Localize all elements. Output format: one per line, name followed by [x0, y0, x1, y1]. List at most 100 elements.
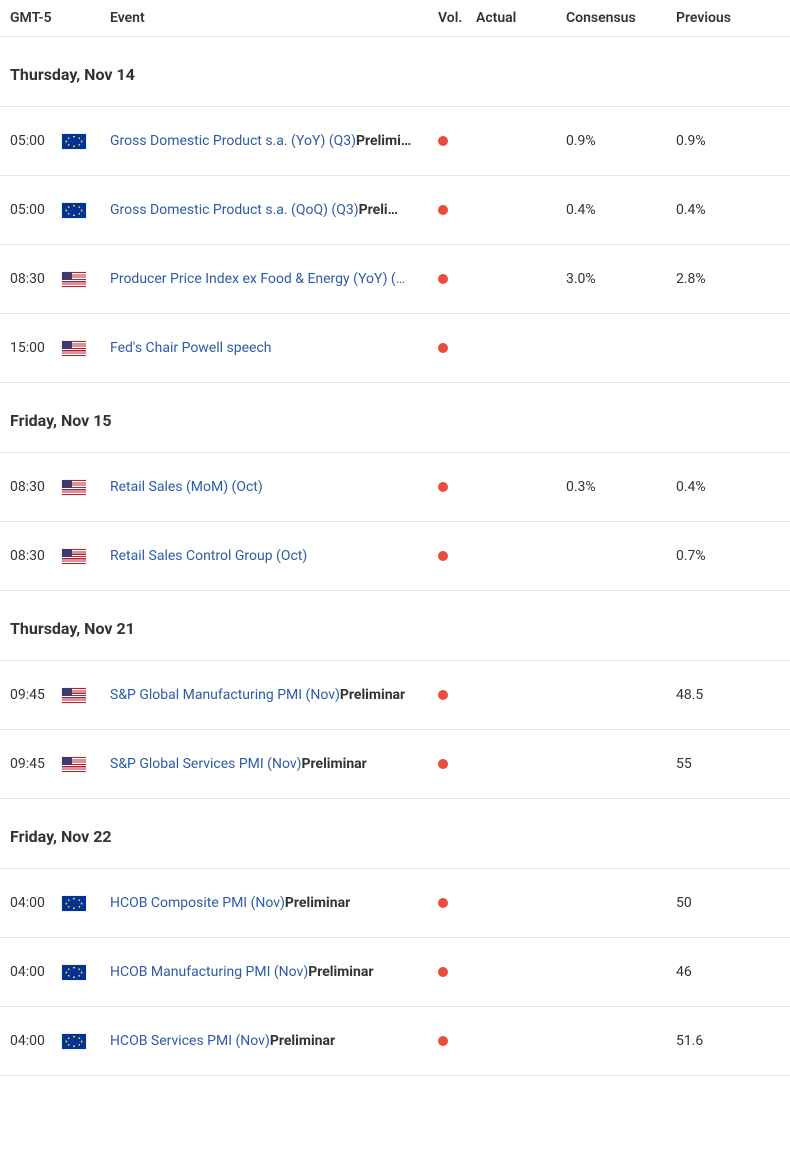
event-time: 08:30	[10, 271, 62, 287]
us-flag-icon	[62, 341, 86, 356]
event-name-cell: HCOB Services PMI (Nov)Preliminar	[110, 1033, 438, 1049]
event-link[interactable]: HCOB Manufacturing PMI (Nov)	[110, 964, 308, 980]
us-flag-icon	[62, 549, 86, 564]
event-time: 08:30	[10, 548, 62, 564]
event-time: 04:00	[10, 964, 62, 980]
event-name-cell: HCOB Composite PMI (Nov)Preliminar	[110, 895, 438, 911]
volatility-dot-icon	[438, 898, 448, 908]
volatility-dot-icon	[438, 1036, 448, 1046]
volatility-cell	[438, 482, 476, 492]
volatility-cell	[438, 274, 476, 284]
eu-flag-icon	[62, 896, 86, 911]
country-flag	[62, 480, 110, 495]
previous-value: 50	[676, 895, 766, 911]
volatility-cell	[438, 551, 476, 561]
event-name-cell: Retail Sales Control Group (Oct)	[110, 548, 438, 564]
event-link[interactable]: S&P Global Manufacturing PMI (Nov)	[110, 687, 340, 703]
consensus-value: 0.3%	[566, 479, 676, 495]
event-row[interactable]: 05:00 Gross Domestic Product s.a. (QoQ) (…	[0, 176, 790, 245]
country-flag	[62, 896, 110, 911]
event-link[interactable]: Gross Domestic Product s.a. (QoQ) (Q3)	[110, 202, 359, 218]
header-vol: Vol.	[438, 10, 476, 26]
event-row[interactable]: 08:30 Producer Price Index ex Food & Ener…	[0, 245, 790, 314]
previous-value: 51.6	[676, 1033, 766, 1049]
volatility-cell	[438, 343, 476, 353]
country-flag	[62, 203, 110, 218]
event-row[interactable]: 09:45 S&P Global Manufacturing PMI (Nov)P…	[0, 661, 790, 730]
event-tag: Preliminar	[340, 687, 405, 703]
event-tag: Preliminar	[270, 1033, 335, 1049]
event-tag: Preli…	[359, 202, 398, 218]
us-flag-icon	[62, 480, 86, 495]
country-flag	[62, 1034, 110, 1049]
volatility-dot-icon	[438, 205, 448, 215]
country-flag	[62, 757, 110, 772]
previous-value: 46	[676, 964, 766, 980]
table-body: Thursday, Nov 14 05:00 Gross Domestic Prod…	[0, 37, 790, 1076]
header-previous: Previous	[676, 10, 766, 26]
event-link[interactable]: S&P Global Services PMI (Nov)	[110, 756, 302, 772]
event-row[interactable]: 08:30Retail Sales Control Group (Oct)0.7…	[0, 522, 790, 591]
event-time: 04:00	[10, 1033, 62, 1049]
event-tag: Preliminar	[285, 895, 350, 911]
previous-value: 55	[676, 756, 766, 772]
event-row[interactable]: 08:30 Retail Sales (MoM) (Oct) 0.3%0.4%	[0, 453, 790, 522]
us-flag-icon	[62, 688, 86, 703]
volatility-dot-icon	[438, 274, 448, 284]
previous-value: 2.8%	[676, 271, 766, 287]
consensus-value: 3.0%	[566, 271, 676, 287]
country-flag	[62, 549, 110, 564]
event-tag: Preliminar	[308, 964, 373, 980]
event-link[interactable]: Producer Price Index ex Food & Energy (Y…	[110, 271, 405, 287]
volatility-dot-icon	[438, 136, 448, 146]
consensus-value: 0.4%	[566, 202, 676, 218]
event-tag: Preliminar	[302, 756, 367, 772]
event-name-cell: Fed's Chair Powell speech	[110, 340, 438, 356]
country-flag	[62, 688, 110, 703]
event-row[interactable]: 15:00 Fed's Chair Powell speech	[0, 314, 790, 383]
event-row[interactable]: 05:00 Gross Domestic Product s.a. (YoY) (…	[0, 107, 790, 176]
event-row[interactable]: 09:45S&P Global Services PMI (Nov)Prelim…	[0, 730, 790, 799]
event-link[interactable]: Fed's Chair Powell speech	[110, 340, 272, 356]
event-link[interactable]: Retail Sales Control Group (Oct)	[110, 548, 307, 564]
header-time: GMT-5	[10, 10, 62, 26]
volatility-cell	[438, 967, 476, 977]
event-time: 15:00	[10, 340, 62, 356]
eu-flag-icon	[62, 1034, 86, 1049]
volatility-cell	[438, 759, 476, 769]
event-link[interactable]: Gross Domestic Product s.a. (YoY) (Q3)	[110, 133, 356, 149]
event-link[interactable]: HCOB Services PMI (Nov)	[110, 1033, 270, 1049]
volatility-cell	[438, 1036, 476, 1046]
date-header: Thursday, Nov 14	[0, 37, 790, 107]
eu-flag-icon	[62, 134, 86, 149]
event-link[interactable]: HCOB Composite PMI (Nov)	[110, 895, 285, 911]
table-header-row: GMT-5 Event Vol. Actual Consensus Previo…	[0, 0, 790, 37]
event-name-cell: Gross Domestic Product s.a. (YoY) (Q3)Pr…	[110, 133, 438, 149]
event-time: 09:45	[10, 687, 62, 703]
event-row[interactable]: 04:00 HCOB Manufacturing PMI (Nov)Prelimi…	[0, 938, 790, 1007]
eu-flag-icon	[62, 203, 86, 218]
volatility-cell	[438, 690, 476, 700]
us-flag-icon	[62, 272, 86, 287]
event-row[interactable]: 04:00 HCOB Services PMI (Nov)Preliminar 51…	[0, 1007, 790, 1076]
volatility-dot-icon	[438, 551, 448, 561]
country-flag	[62, 272, 110, 287]
volatility-cell	[438, 205, 476, 215]
country-flag	[62, 965, 110, 980]
event-name-cell: HCOB Manufacturing PMI (Nov)Preliminar	[110, 964, 438, 980]
event-row[interactable]: 04:00HCOB Composite PMI (Nov)Preliminar5…	[0, 869, 790, 938]
event-link[interactable]: Retail Sales (MoM) (Oct)	[110, 479, 263, 495]
volatility-dot-icon	[438, 967, 448, 977]
volatility-dot-icon	[438, 759, 448, 769]
volatility-dot-icon	[438, 343, 448, 353]
volatility-dot-icon	[438, 482, 448, 492]
previous-value: 0.4%	[676, 202, 766, 218]
event-time: 05:00	[10, 202, 62, 218]
event-time: 08:30	[10, 479, 62, 495]
date-header: Friday, Nov 15	[0, 383, 790, 453]
event-name-cell: S&P Global Manufacturing PMI (Nov)Prelim…	[110, 687, 438, 703]
volatility-cell	[438, 898, 476, 908]
event-name-cell: Retail Sales (MoM) (Oct)	[110, 479, 438, 495]
previous-value: 0.4%	[676, 479, 766, 495]
event-time: 05:00	[10, 133, 62, 149]
